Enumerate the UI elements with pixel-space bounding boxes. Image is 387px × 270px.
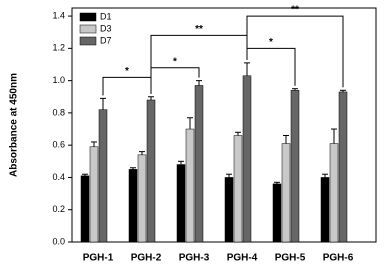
- significance-bracket: [150, 67, 200, 94]
- y-tick-label: 0.4: [52, 172, 65, 182]
- y-tick-label: 0.8: [52, 107, 65, 117]
- bar: [80, 175, 90, 243]
- y-tick-label: 0.0: [52, 236, 65, 246]
- y-axis-label: Absorbance at 450nm: [9, 73, 20, 177]
- legend-swatch: [79, 12, 97, 22]
- x-tick-label: PGH-4: [227, 253, 258, 264]
- bar: [242, 75, 252, 243]
- significance-label: *: [125, 66, 129, 77]
- significance-label: *: [269, 37, 273, 48]
- bar: [128, 169, 138, 243]
- bar: [146, 99, 156, 243]
- significance-bracket: [246, 47, 296, 86]
- bar: [272, 183, 282, 243]
- y-tick-label: 1.4: [52, 10, 65, 20]
- significance-bracket: [102, 76, 152, 96]
- legend-label: D1: [100, 11, 112, 21]
- bar: [98, 109, 108, 243]
- bar: [320, 177, 330, 243]
- x-tick-label: PGH-2: [131, 253, 162, 264]
- bar: [89, 146, 99, 243]
- legend-swatch: [79, 36, 97, 46]
- bar: [338, 91, 348, 243]
- plot-frame: [71, 7, 377, 243]
- y-tick-label: 0.6: [52, 140, 65, 150]
- y-tick-label: 1.2: [52, 43, 65, 53]
- bar: [233, 135, 243, 243]
- bar: [137, 154, 147, 243]
- y-tick-label: 0.2: [52, 204, 65, 214]
- bar: [290, 90, 300, 243]
- legend-label: D7: [100, 35, 112, 45]
- bar: [176, 164, 186, 243]
- bar: [224, 177, 234, 243]
- significance-label: *: [173, 56, 177, 67]
- x-tick-label: PGH-6: [323, 253, 354, 264]
- bar: [329, 143, 339, 243]
- legend-label: D3: [100, 23, 112, 33]
- x-tick-label: PGH-1: [83, 253, 114, 264]
- bar: [281, 143, 291, 243]
- significance-label: **: [195, 24, 203, 35]
- x-tick-label: PGH-3: [179, 253, 210, 264]
- x-tick-label: PGH-5: [275, 253, 306, 264]
- bar: [194, 85, 204, 243]
- significance-label: **: [291, 5, 299, 16]
- legend-swatch: [79, 24, 97, 34]
- y-tick-label: 1.0: [52, 75, 65, 85]
- significance-bracket: [246, 15, 344, 88]
- bar: [185, 128, 195, 243]
